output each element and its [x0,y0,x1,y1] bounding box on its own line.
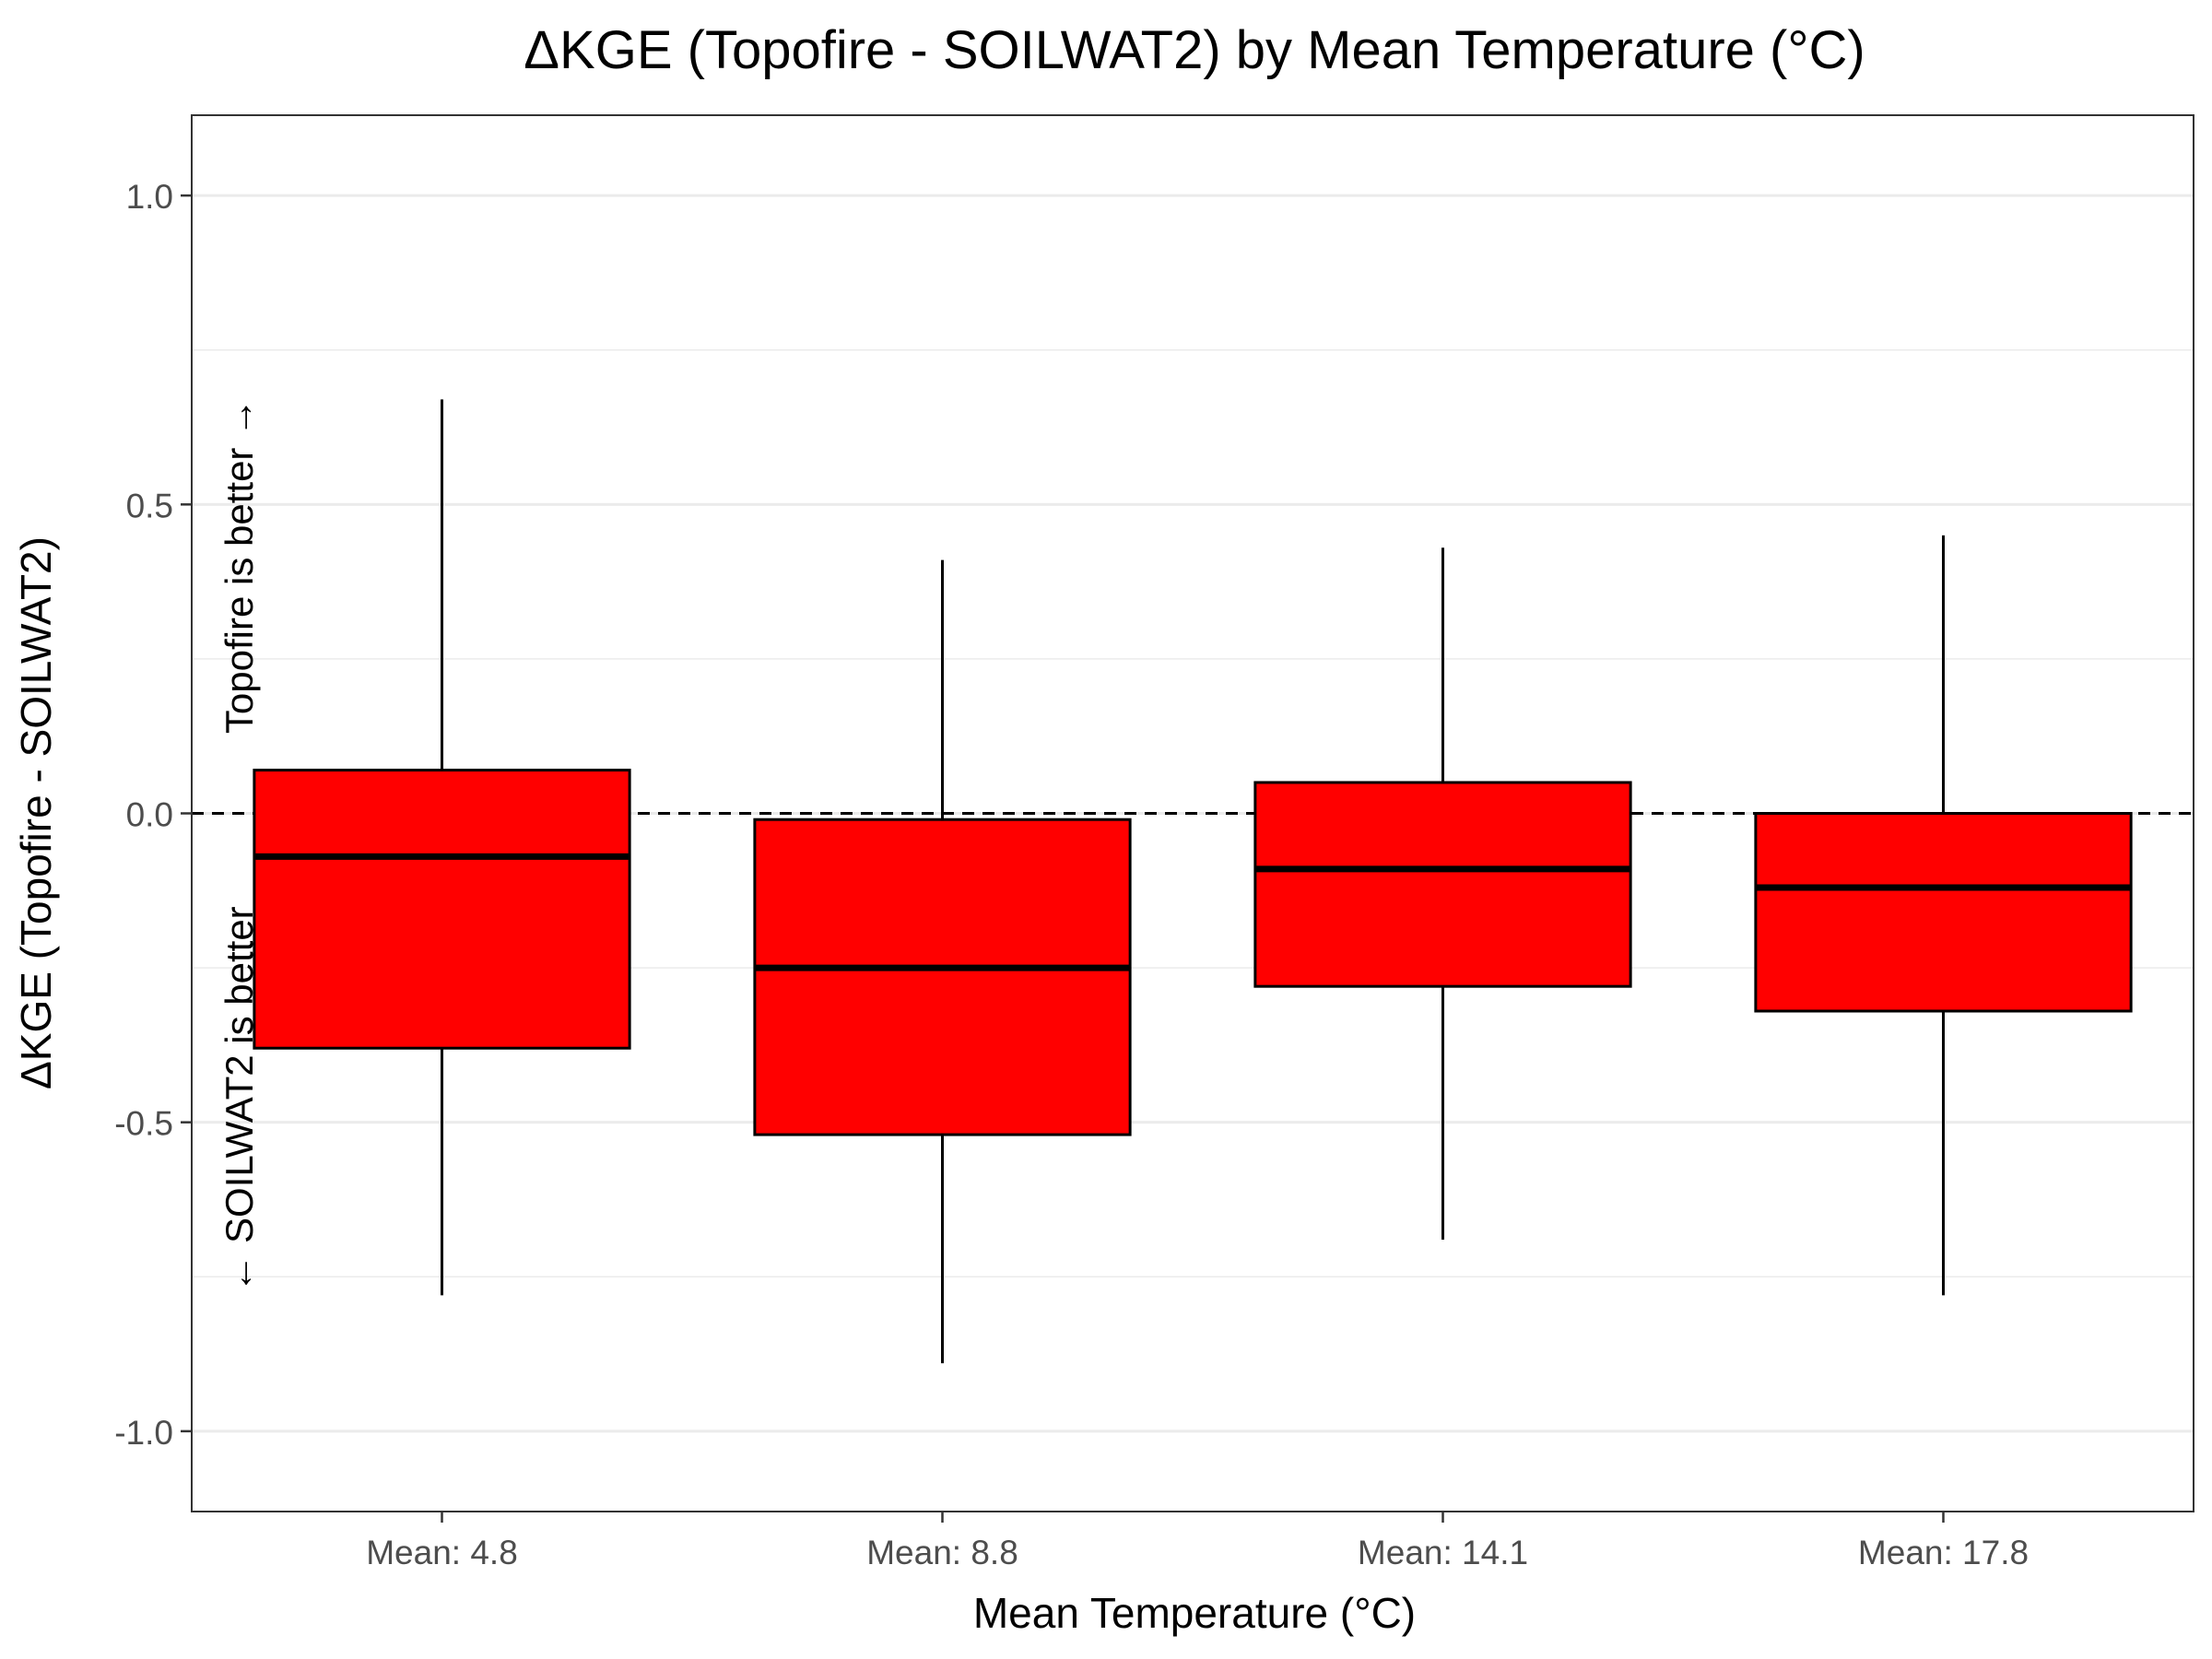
box-body [1253,781,1632,988]
x-tick-label: Mean: 17.8 [1858,1534,2029,1571]
y-tick-label: -1.0 [114,1414,173,1452]
box-body [753,818,1132,1136]
box-body [1754,812,2133,1013]
box-2 [753,559,1132,1364]
x-tick-label: Mean: 14.1 [1358,1534,1528,1571]
annotation-soilwat2-better: ← SOILWAT2 is better [218,906,261,1292]
x-axis: Mean: 4.8 Mean: 8.8 Mean: 14.1 Mean: 17.8 [366,1512,2029,1571]
x-tick-label: Mean: 8.8 [866,1534,1018,1571]
y-tick-label: 1.0 [126,178,173,216]
box-series [253,399,2133,1364]
annotation-topofire-better: Topofire is better → [218,398,261,734]
box-1 [253,399,631,1296]
x-tick-label: Mean: 4.8 [366,1534,518,1571]
y-axis-label: ΔKGE (Topofire - SOILWAT2) [12,536,60,1089]
chart-title: ΔKGE (Topofire - SOILWAT2) by Mean Tempe… [524,20,1865,80]
box-4 [1754,535,2133,1296]
y-axis: 1.0 0.5 0.0 -0.5 -1.0 [114,178,192,1452]
y-tick-label: 0.5 [126,487,173,524]
box-body [253,769,631,1050]
box-3 [1253,547,1632,1241]
y-tick-label: 0.0 [126,796,173,834]
x-axis-label: Mean Temperature (°C) [973,1589,1416,1637]
y-tick-label: -0.5 [114,1105,173,1143]
